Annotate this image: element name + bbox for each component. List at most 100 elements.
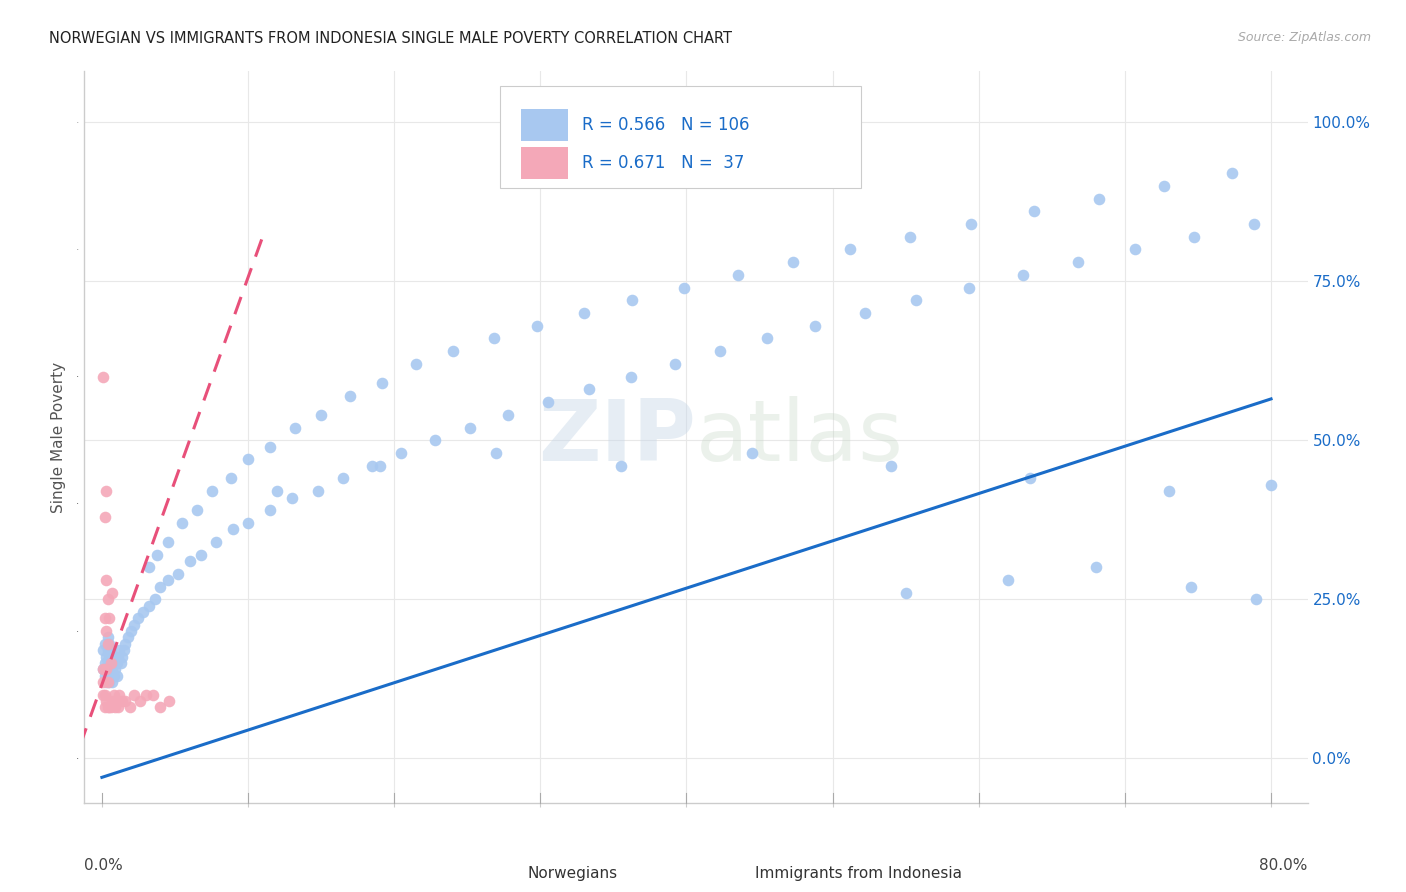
Point (107, 649, 129, 664)
Point (96, 662, 118, 676)
Point (96, 675, 118, 690)
Point (101, 662, 124, 676)
Point (259, 503, 281, 517)
Point (101, 675, 124, 690)
Point (114, 637, 136, 651)
Point (94, 637, 117, 651)
Point (98, 611, 121, 625)
Point (96, 573, 118, 587)
Point (122, 688, 145, 702)
Point (93, 675, 115, 690)
Point (156, 573, 179, 587)
Point (259, 440, 281, 454)
Text: 80.0%: 80.0% (1260, 858, 1308, 872)
Point (138, 599, 160, 613)
Point (485, 446, 508, 460)
Point (880, 458, 903, 473)
Point (94, 611, 117, 625)
Point (609, 458, 631, 473)
Point (138, 560, 160, 574)
Point (339, 389, 361, 403)
Point (1019, 471, 1042, 485)
Point (620, 369, 643, 384)
Point (1067, 255, 1090, 269)
Point (97, 637, 120, 651)
Point (458, 420, 481, 434)
Point (536, 395, 558, 409)
Point (755, 331, 778, 345)
Point (132, 605, 155, 619)
Point (236, 516, 259, 530)
Point (117, 631, 139, 645)
Point (97, 631, 120, 645)
Point (368, 458, 391, 473)
Point (110, 656, 132, 670)
Point (93, 369, 115, 384)
Point (621, 293, 644, 308)
Point (93, 688, 115, 702)
Text: atlas: atlas (696, 395, 904, 479)
Text: Source: ZipAtlas.com: Source: ZipAtlas.com (1237, 31, 1371, 45)
Text: R = 0.671   N =  37: R = 0.671 N = 37 (582, 153, 745, 172)
Point (149, 700, 172, 714)
Point (496, 408, 519, 422)
Text: NORWEGIAN VS IMMIGRANTS FROM INDONESIA SINGLE MALE POVERTY CORRELATION CHART: NORWEGIAN VS IMMIGRANTS FROM INDONESIA S… (49, 31, 733, 46)
Point (93, 643, 115, 657)
Point (93, 662, 115, 676)
Point (114, 694, 136, 708)
Point (1084, 560, 1107, 574)
Point (167, 566, 190, 581)
Point (526, 318, 548, 333)
Point (672, 280, 695, 294)
Point (1243, 217, 1265, 231)
Point (98, 700, 121, 714)
Point (727, 268, 749, 282)
Point (441, 344, 464, 359)
Point (143, 592, 166, 607)
Bar (494, 862, 522, 886)
Text: R = 0.566   N = 106: R = 0.566 N = 106 (582, 116, 749, 134)
Bar (720, 862, 748, 886)
Point (1087, 192, 1109, 206)
Point (219, 471, 242, 485)
Point (898, 229, 921, 244)
Point (104, 649, 127, 664)
Point (112, 643, 135, 657)
Point (118, 700, 141, 714)
Point (853, 306, 876, 320)
Point (190, 548, 212, 562)
Point (157, 694, 180, 708)
Point (97, 643, 120, 657)
Point (108, 688, 131, 702)
Point (96, 624, 118, 638)
Point (804, 318, 827, 333)
Point (1220, 166, 1243, 180)
Point (97, 700, 120, 714)
Point (904, 293, 927, 308)
Point (101, 694, 124, 708)
Point (482, 331, 505, 345)
Point (1180, 580, 1202, 594)
Point (405, 357, 427, 371)
Point (236, 452, 259, 467)
Point (100, 643, 122, 657)
Point (222, 522, 245, 536)
Point (104, 662, 127, 676)
Bar (522, 146, 568, 179)
Text: 0.0%: 0.0% (84, 858, 124, 872)
Text: ZIP: ZIP (538, 395, 696, 479)
Point (98, 649, 121, 664)
Point (839, 243, 862, 257)
Point (307, 484, 329, 499)
Point (120, 624, 142, 638)
Point (93, 662, 115, 676)
Point (997, 573, 1019, 587)
Point (1182, 229, 1205, 244)
Point (101, 586, 124, 600)
Point (284, 420, 307, 434)
Point (135, 688, 157, 702)
Point (97, 668, 120, 682)
Text: Immigrants from Indonesia: Immigrants from Indonesia (755, 866, 962, 881)
Point (107, 700, 129, 714)
Point (100, 656, 122, 670)
